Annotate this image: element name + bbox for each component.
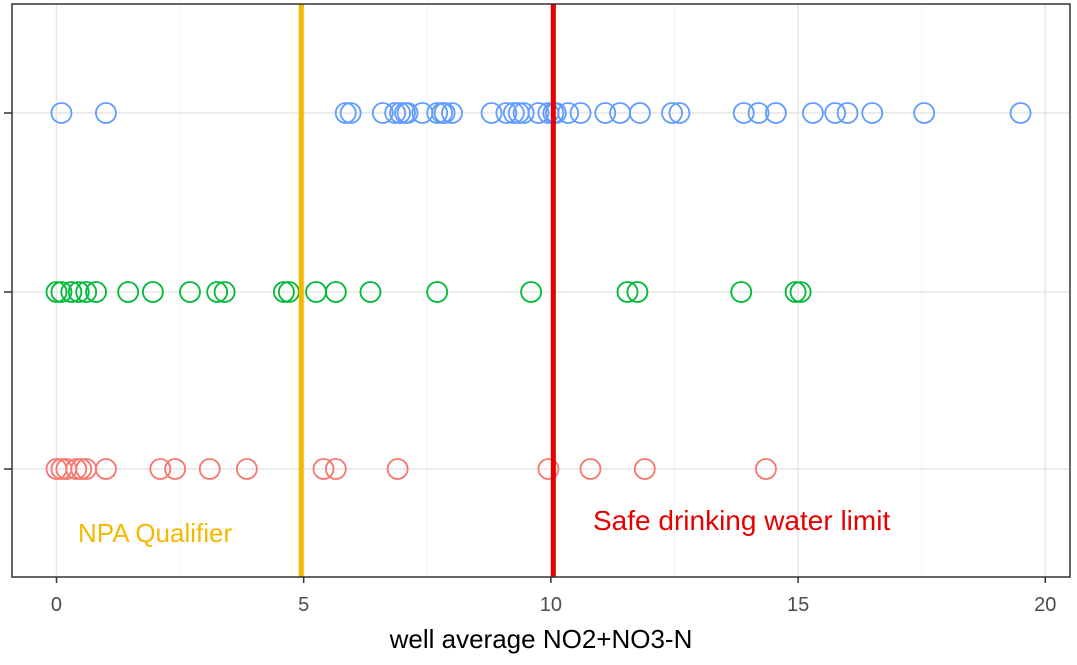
data-point bbox=[50, 102, 73, 124]
npa-qualifier-label: NPA Qualifier bbox=[78, 518, 232, 548]
data-point bbox=[334, 102, 357, 124]
data-point bbox=[520, 281, 543, 303]
data-point bbox=[386, 458, 409, 480]
data-point bbox=[569, 102, 592, 124]
data-point bbox=[389, 102, 411, 124]
data-point bbox=[149, 458, 172, 480]
data-point bbox=[45, 281, 68, 303]
data-point bbox=[67, 281, 90, 303]
data-point bbox=[633, 458, 656, 480]
data-point bbox=[836, 102, 859, 124]
x-tick-label: 20 bbox=[1034, 594, 1056, 616]
data-point bbox=[85, 281, 107, 303]
data-point bbox=[557, 102, 580, 124]
data-point bbox=[312, 458, 335, 480]
data-point bbox=[384, 102, 407, 124]
data-point bbox=[179, 281, 201, 303]
reference-lines bbox=[298, 4, 556, 577]
data-point bbox=[616, 281, 639, 303]
x-tick-label: 0 bbox=[51, 594, 62, 616]
data-point bbox=[426, 281, 449, 303]
data-point bbox=[747, 102, 770, 124]
data-point bbox=[764, 102, 787, 124]
data-point bbox=[661, 102, 683, 124]
data-point bbox=[60, 281, 83, 303]
data-point bbox=[324, 458, 347, 480]
data-point bbox=[359, 281, 382, 303]
data-point bbox=[142, 281, 164, 303]
data-point bbox=[324, 281, 347, 303]
data-point bbox=[426, 102, 449, 124]
data-point bbox=[594, 102, 617, 124]
x-axis-title: well average NO2+NO3-N bbox=[389, 624, 693, 654]
panel-border bbox=[11, 3, 1071, 578]
safe-drinking-water-limit-label: Safe drinking water limit bbox=[593, 505, 890, 536]
axes: 0 5 10 15 20 bbox=[4, 112, 1056, 616]
data-point bbox=[339, 102, 362, 124]
data-point bbox=[668, 102, 691, 124]
data-point bbox=[65, 458, 88, 480]
data-point bbox=[502, 102, 525, 124]
data-point bbox=[537, 458, 560, 480]
x-tick-label: 15 bbox=[787, 594, 809, 616]
data-point bbox=[824, 102, 847, 124]
data-point bbox=[861, 102, 884, 124]
data-point bbox=[789, 281, 812, 303]
data-point bbox=[273, 281, 295, 303]
data-point bbox=[75, 281, 98, 303]
data-point bbox=[441, 102, 463, 124]
data-point bbox=[371, 102, 394, 124]
data-point bbox=[206, 281, 229, 303]
x-tick-label: 10 bbox=[540, 594, 562, 616]
data-point bbox=[755, 458, 777, 480]
data-point bbox=[1009, 102, 1032, 124]
data-point bbox=[235, 458, 258, 480]
data-point bbox=[95, 458, 117, 480]
data-point bbox=[50, 281, 73, 303]
data-point bbox=[164, 458, 187, 480]
data-point bbox=[628, 102, 651, 124]
points bbox=[45, 102, 1032, 480]
data-point bbox=[784, 281, 807, 303]
data-point bbox=[117, 281, 140, 303]
data-point bbox=[579, 458, 602, 480]
data-point bbox=[730, 281, 753, 303]
data-point bbox=[732, 102, 755, 124]
data-point bbox=[95, 102, 117, 124]
data-point bbox=[213, 281, 236, 303]
data-point bbox=[396, 102, 419, 124]
data-point bbox=[495, 102, 518, 124]
data-point bbox=[480, 102, 503, 124]
data-point bbox=[626, 281, 649, 303]
data-point bbox=[512, 102, 535, 124]
data-point bbox=[913, 102, 936, 124]
data-point bbox=[527, 102, 550, 124]
x-tick-label: 5 bbox=[298, 594, 309, 616]
data-point bbox=[70, 458, 93, 480]
data-point bbox=[433, 102, 456, 124]
data-point bbox=[802, 102, 824, 124]
data-point bbox=[198, 458, 221, 480]
